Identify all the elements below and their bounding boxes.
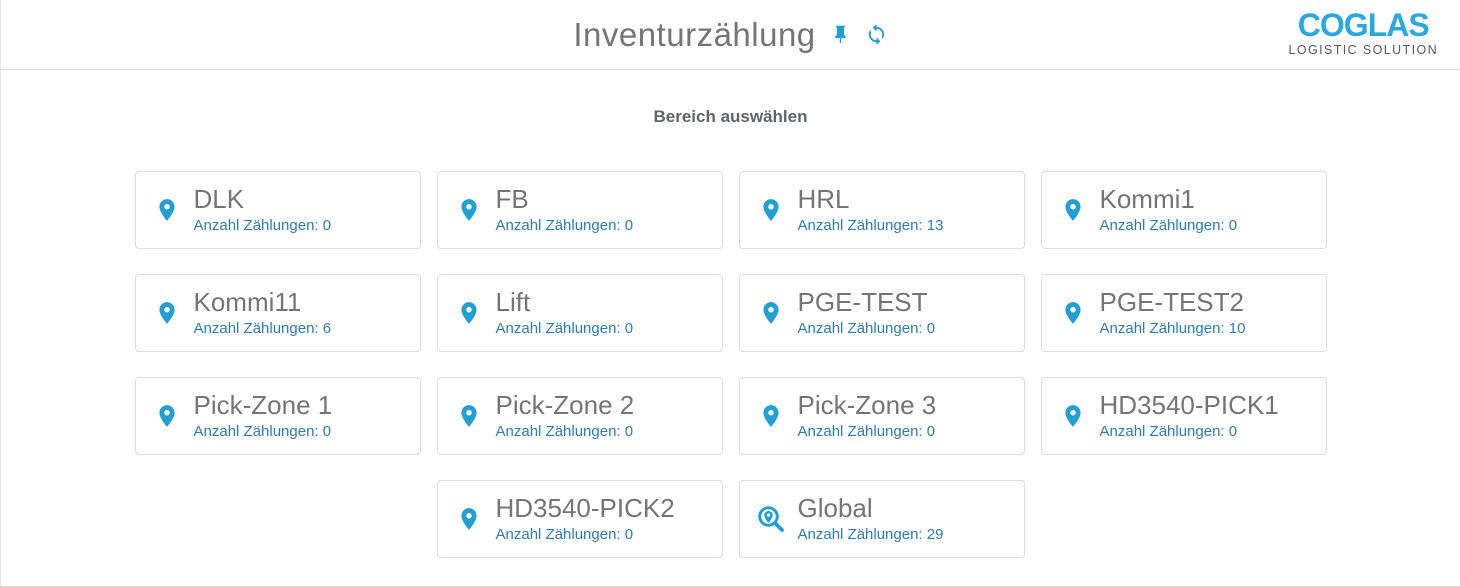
area-card[interactable]: Pick-Zone 2 Anzahl Zählungen: 0: [436, 377, 723, 455]
search-location-icon: [756, 504, 786, 534]
area-card[interactable]: Pick-Zone 3 Anzahl Zählungen: 0: [738, 377, 1025, 455]
area-name: DLK: [193, 184, 245, 214]
area-card[interactable]: Kommi1 Anzahl Zählungen: 0: [1040, 171, 1327, 249]
location-pin-icon: [1058, 195, 1088, 225]
location-pin-icon: [152, 298, 182, 328]
area-count-link[interactable]: Anzahl Zählungen: 0: [797, 320, 936, 337]
area-name: Lift: [495, 287, 531, 317]
area-count-link[interactable]: Anzahl Zählungen: 0: [193, 217, 332, 234]
location-pin-icon: [152, 195, 182, 225]
area-count-link[interactable]: Anzahl Zählungen: 0: [1099, 423, 1238, 440]
area-name: Pick-Zone 3: [797, 390, 937, 420]
location-pin-icon: [152, 401, 182, 431]
location-pin-icon: [454, 401, 484, 431]
area-name: Kommi1: [1099, 184, 1195, 214]
area-count-link[interactable]: Anzahl Zählungen: 10: [1099, 320, 1246, 337]
location-pin-icon: [756, 401, 786, 431]
location-pin-icon: [454, 504, 484, 534]
area-card[interactable]: Pick-Zone 1 Anzahl Zählungen: 0: [134, 377, 421, 455]
area-count-link[interactable]: Anzahl Zählungen: 29: [797, 526, 944, 543]
pushpin-icon[interactable]: [830, 24, 851, 45]
area-count-link[interactable]: Anzahl Zählungen: 0: [495, 423, 634, 440]
refresh-icon[interactable]: [865, 23, 888, 46]
area-card[interactable]: Lift Anzahl Zählungen: 0: [436, 274, 723, 352]
area-count-link[interactable]: Anzahl Zählungen: 0: [1099, 217, 1238, 234]
area-card[interactable]: HD3540-PICK1 Anzahl Zählungen: 0: [1040, 377, 1327, 455]
area-count-link[interactable]: Anzahl Zählungen: 0: [193, 423, 332, 440]
page-title: Inventurzählung: [573, 16, 816, 53]
area-count-link[interactable]: Anzahl Zählungen: 13: [797, 217, 944, 234]
area-name: Pick-Zone 1: [193, 390, 333, 420]
area-card[interactable]: HRL Anzahl Zählungen: 13: [738, 171, 1025, 249]
area-count-link[interactable]: Anzahl Zählungen: 0: [797, 423, 936, 440]
logo-tagline: LOGISTIC SOLUTION: [1288, 43, 1438, 57]
area-name: Global: [797, 493, 873, 523]
area-card[interactable]: PGE-TEST2 Anzahl Zählungen: 10: [1040, 274, 1327, 352]
area-name: HD3540-PICK2: [495, 493, 675, 523]
location-pin-icon: [756, 298, 786, 328]
location-pin-icon: [454, 195, 484, 225]
area-card[interactable]: DLK Anzahl Zählungen: 0: [134, 171, 421, 249]
area-count-link[interactable]: Anzahl Zählungen: 0: [495, 526, 634, 543]
area-count-link[interactable]: Anzahl Zählungen: 0: [495, 217, 634, 234]
area-name: PGE-TEST: [797, 287, 928, 317]
location-pin-icon: [1058, 401, 1088, 431]
area-card[interactable]: Global Anzahl Zählungen: 29: [738, 480, 1025, 558]
area-name: Kommi11: [193, 287, 302, 317]
area-name: HRL: [797, 184, 850, 214]
area-name: PGE-TEST2: [1099, 287, 1244, 317]
area-name: HD3540-PICK1: [1099, 390, 1279, 420]
location-pin-icon: [454, 298, 484, 328]
section-heading: Bereich auswählen: [653, 107, 808, 126]
main-content: Bereich auswählen DLK Anzahl Zählungen: …: [1, 107, 1460, 558]
location-pin-icon: [1058, 298, 1088, 328]
area-card[interactable]: HD3540-PICK2 Anzahl Zählungen: 0: [436, 480, 723, 558]
logo-brand: COGLAS: [1297, 7, 1430, 43]
title-row: Inventurzählung: [573, 18, 887, 51]
area-count-link[interactable]: Anzahl Zählungen: 0: [495, 320, 634, 337]
area-card[interactable]: PGE-TEST Anzahl Zählungen: 0: [738, 274, 1025, 352]
area-name: FB: [495, 184, 529, 214]
area-card[interactable]: Kommi11 Anzahl Zählungen: 6: [134, 274, 421, 352]
area-card-grid: DLK Anzahl Zählungen: 0 FB Anzahl Zählun…: [134, 171, 1327, 558]
area-name: Pick-Zone 2: [495, 390, 635, 420]
coglas-logo[interactable]: COGLAS LOGISTIC SOLUTION: [1288, 9, 1438, 57]
area-count-link[interactable]: Anzahl Zählungen: 6: [193, 320, 332, 337]
location-pin-icon: [756, 195, 786, 225]
app-header: Inventurzählung COGLAS LOGISTIC SOLUTION: [1, 0, 1460, 70]
area-card[interactable]: FB Anzahl Zählungen: 0: [436, 171, 723, 249]
